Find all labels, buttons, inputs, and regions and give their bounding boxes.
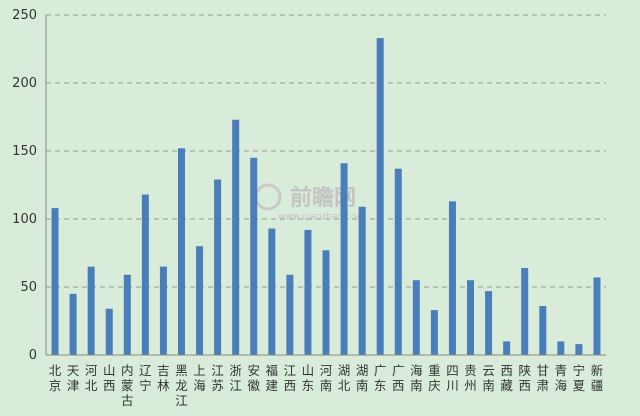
bar: [430, 310, 438, 355]
category-label: 辽宁: [139, 363, 152, 393]
bar: [87, 266, 95, 355]
bar: [69, 293, 77, 355]
bar: [250, 157, 258, 355]
y-tick-label: 50: [20, 280, 37, 295]
category-label: 湖北: [338, 363, 351, 393]
category-label: 江苏: [211, 363, 224, 393]
bar: [51, 208, 59, 355]
bar: [286, 274, 294, 355]
bar: [232, 119, 240, 355]
bar: [448, 201, 456, 355]
gridlines: [46, 14, 606, 288]
bar: [268, 228, 276, 355]
bar: [521, 267, 529, 355]
bar: [196, 246, 204, 355]
y-tick-label: 250: [12, 8, 37, 23]
bar: [123, 274, 131, 355]
y-tick-label: 200: [12, 76, 37, 91]
category-labels: 北京天津河北山西内蒙古辽宁吉林黑龙江上海江苏浙江安徽福建江西山东河南湖北湖南广东…: [49, 363, 603, 408]
category-label: 河南: [320, 363, 333, 393]
bar: [340, 163, 348, 355]
bar: [394, 168, 402, 355]
bar: [214, 179, 222, 355]
category-label: 吉林: [157, 363, 170, 393]
category-label: 甘肃: [537, 363, 550, 393]
category-label: 广西: [392, 363, 405, 393]
bar: [159, 266, 167, 355]
watermark-logo: 前瞻网 www.qianzhan.com: [254, 183, 365, 222]
bar: [575, 344, 583, 355]
category-label: 浙江: [229, 363, 242, 393]
category-label: 河北: [85, 363, 98, 393]
bar: [503, 341, 511, 355]
category-label: 西藏: [500, 363, 513, 393]
bar: [467, 280, 475, 355]
category-label: 湖南: [356, 363, 369, 393]
bar: [376, 38, 384, 356]
bar: [105, 308, 113, 355]
watermark-url: www.qianzhan.com: [278, 212, 365, 222]
bar: [177, 148, 185, 355]
bars: [51, 38, 601, 356]
watermark-circle-icon: [254, 183, 282, 211]
category-label: 云南: [482, 363, 495, 393]
bar: [304, 229, 312, 355]
bar: [539, 306, 547, 355]
category-label: 内蒙古: [121, 363, 134, 408]
category-label: 海南: [410, 363, 423, 393]
category-label: 贵州: [464, 363, 477, 393]
category-label: 天津: [67, 363, 80, 393]
category-label: 黑龙江: [175, 363, 188, 408]
category-label: 北京: [49, 363, 62, 393]
bar: [358, 206, 366, 355]
category-label: 山东: [302, 363, 315, 393]
bar: [412, 280, 420, 355]
category-label: 山西: [103, 363, 116, 393]
y-tick-label: 0: [29, 348, 37, 363]
y-tick-label: 150: [12, 144, 37, 159]
category-label: 广东: [374, 363, 387, 393]
category-label: 宁夏: [573, 363, 586, 393]
category-label: 陕西: [518, 363, 531, 393]
category-label: 上海: [193, 363, 206, 393]
category-label: 新疆: [591, 363, 604, 393]
axes: 0 50 100 150 200 250: [12, 8, 606, 363]
bar: [593, 277, 601, 355]
category-label: 青海: [555, 363, 568, 393]
category-label: 福建: [266, 363, 279, 393]
category-label: 安徽: [247, 363, 260, 393]
bar: [141, 194, 149, 355]
bar: [557, 341, 565, 355]
y-tick-label: 100: [12, 212, 37, 227]
category-label: 重庆: [428, 363, 441, 393]
bar: [485, 291, 493, 355]
category-label: 四川: [446, 363, 459, 393]
category-label: 江西: [284, 363, 297, 393]
bar: [322, 250, 330, 355]
